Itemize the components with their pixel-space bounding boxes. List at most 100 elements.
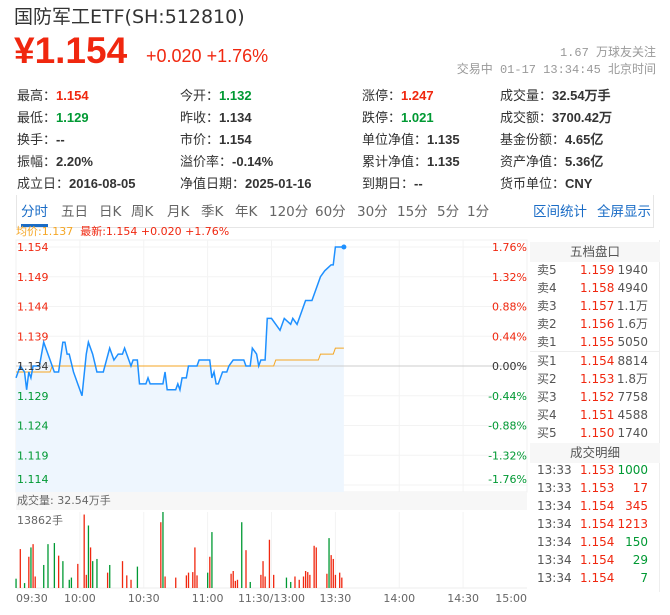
stat-value: -- <box>414 176 423 191</box>
stat-item: 今开：1.132 <box>180 85 252 104</box>
tab-11[interactable]: 5分 <box>437 204 460 220</box>
pct-tick-label: 1.76% <box>492 241 527 254</box>
change-percent: +1.76% <box>206 46 269 66</box>
volume-bar <box>207 572 209 588</box>
pct-tick-label: -1.32% <box>488 449 527 462</box>
tab-5[interactable]: 季K <box>201 204 224 220</box>
y-tick-label: 1.154 <box>17 241 49 254</box>
volume-bar <box>262 561 264 588</box>
ask-row: 卖4 1.158 4940 <box>530 279 660 297</box>
volume-bar <box>106 572 109 588</box>
y-tick-label: 1.119 <box>17 449 49 462</box>
trade-row: 13:34 1.154 345 <box>530 497 660 515</box>
chart-legend: 均价:1.137 最新:1.154 +0.020 +1.76% <box>16 223 229 239</box>
row-label: 买2 <box>537 372 557 386</box>
divider <box>530 351 660 352</box>
row-price: 1.154 <box>580 499 615 513</box>
followers-count[interactable]: 1.67 万球友关注 <box>559 46 656 60</box>
tab-6[interactable]: 年K <box>235 204 258 220</box>
row-volume: 150 <box>625 535 648 549</box>
tab-0[interactable]: 分时 <box>21 200 48 227</box>
tab-1[interactable]: 五日 <box>61 204 88 220</box>
row-label: 13:34 <box>537 553 572 567</box>
volume-bar <box>92 561 94 588</box>
stat-value: 1.154 <box>219 132 252 147</box>
row-label: 卖1 <box>537 335 557 349</box>
volume-bar <box>83 514 85 588</box>
tab-2[interactable]: 日K <box>99 204 122 220</box>
volume-bar <box>339 572 341 588</box>
volume-bar <box>307 572 309 588</box>
volume-bar <box>285 577 288 588</box>
stat-value: 1.021 <box>401 110 434 125</box>
volume-bar <box>230 573 232 588</box>
price-area <box>16 247 344 492</box>
row-price: 1.152 <box>580 390 615 404</box>
volume-header-bg <box>16 492 527 510</box>
stat-item: 货币单位：CNY <box>500 173 592 192</box>
stat-item: 成立日：2016-08-05 <box>17 173 136 192</box>
volume-bar <box>211 532 213 588</box>
tab-8[interactable]: 60分 <box>315 204 346 220</box>
row-price: 1.151 <box>580 408 615 422</box>
x-tick-label: 09:30 <box>16 592 48 605</box>
latest-price-legend: 最新:1.154 +0.020 +1.76% <box>80 225 230 238</box>
volume-bar <box>185 575 188 588</box>
volume-bar <box>194 547 196 588</box>
intraday-chart[interactable]: 1.154 1.76% 1.149 1.32% 1.144 0.88% 1.139 0.44%… <box>0 236 530 615</box>
stat-label: 振幅： <box>17 155 57 170</box>
row-label: 买1 <box>537 354 557 368</box>
y-tick-label: 1.149 <box>17 271 49 284</box>
row-volume: 345 <box>625 499 648 513</box>
pct-tick-label: -1.76% <box>488 473 527 486</box>
stat-value: -- <box>56 132 65 147</box>
volume-bar <box>47 544 49 588</box>
tab-7[interactable]: 120分 <box>269 204 309 220</box>
stat-value: -0.14% <box>232 154 274 169</box>
volume-bar <box>260 574 262 588</box>
volume-bar <box>302 576 305 588</box>
row-price: 1.154 <box>580 517 615 531</box>
volume-bar <box>332 558 334 588</box>
tab-12[interactable]: 1分 <box>467 204 490 220</box>
stat-item: 振幅：2.20% <box>17 151 93 170</box>
volume-bar <box>32 544 34 588</box>
ask-row: 卖1 1.155 5050 <box>530 333 660 351</box>
change-value: +0.020 <box>146 46 202 66</box>
volume-bar <box>249 581 251 588</box>
range-stats-link[interactable]: 区间统计 <box>533 204 587 220</box>
tab-4[interactable]: 月K <box>167 204 190 220</box>
row-label: 买4 <box>537 408 557 422</box>
volume-bar <box>290 581 292 588</box>
fullscreen-link[interactable]: 全屏显示 <box>597 204 651 220</box>
tab-9[interactable]: 30分 <box>357 204 388 220</box>
pct-tick-label: 1.32% <box>492 271 527 284</box>
tab-10[interactable]: 15分 <box>397 204 428 220</box>
volume-bar <box>28 556 30 588</box>
row-price: 1.157 <box>580 299 615 313</box>
row-volume: 17 <box>632 481 648 495</box>
volume-bar <box>313 545 315 588</box>
stat-label: 成立日： <box>17 177 70 192</box>
stat-value: 2025-01-16 <box>245 176 312 191</box>
volume-bar <box>126 575 128 588</box>
stat-label: 资产净值： <box>500 155 566 170</box>
row-price: 1.154 <box>580 553 615 567</box>
stat-label: 换手： <box>17 133 57 148</box>
row-price: 1.154 <box>580 571 615 585</box>
x-tick-label: 10:00 <box>64 592 96 605</box>
row-label: 卖5 <box>537 263 557 277</box>
stat-value: 32.54万手 <box>552 88 611 103</box>
volume-bar <box>196 575 198 588</box>
volume-bar <box>273 574 275 588</box>
stat-label: 净值日期： <box>180 177 246 192</box>
tab-3[interactable]: 周K <box>131 204 154 220</box>
stat-value: 1.247 <box>401 88 434 103</box>
volume-bar <box>19 549 21 588</box>
current-price: ¥1.154 <box>14 30 128 71</box>
volume-bar <box>87 525 90 588</box>
avg-price-legend: 均价:1.137 <box>16 225 74 238</box>
stat-label: 单位净值： <box>362 133 428 148</box>
stat-item: 资产净值：5.36亿 <box>500 151 603 170</box>
stat-label: 成交量： <box>500 89 553 104</box>
